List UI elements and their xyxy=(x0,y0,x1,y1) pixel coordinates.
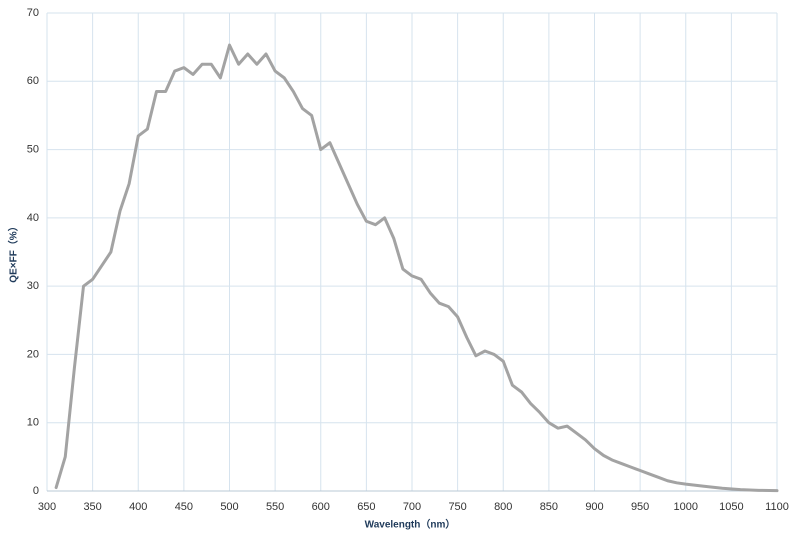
x-tick-label: 850 xyxy=(540,501,558,513)
y-tick-label: 60 xyxy=(27,75,39,87)
y-axis-title: QE×FF（%） xyxy=(7,221,20,282)
x-tick-label: 800 xyxy=(494,501,512,513)
x-tick-label: 450 xyxy=(175,501,193,513)
x-tick-label: 750 xyxy=(448,501,466,513)
x-tick-label: 1100 xyxy=(765,501,789,513)
x-tick-label: 300 xyxy=(38,501,56,513)
x-tick-label: 350 xyxy=(83,501,101,513)
y-tick-label: 70 xyxy=(27,7,39,19)
x-tick-label: 650 xyxy=(357,501,375,513)
x-tick-label: 1050 xyxy=(719,501,743,513)
x-tick-label: 1000 xyxy=(674,501,698,513)
y-tick-label: 30 xyxy=(27,280,39,292)
x-tick-label: 550 xyxy=(266,501,284,513)
x-axis-title: Wavelength（nm） xyxy=(365,518,456,531)
x-tick-label: 700 xyxy=(403,501,421,513)
y-tick-label: 0 xyxy=(33,485,39,497)
x-tick-label: 950 xyxy=(631,501,649,513)
data-line xyxy=(54,43,779,493)
y-tick-label: 40 xyxy=(27,212,39,224)
x-tick-label: 900 xyxy=(585,501,603,513)
y-tick-label: 20 xyxy=(27,348,39,360)
x-tick-label: 500 xyxy=(220,501,238,513)
x-tick-label: 400 xyxy=(129,501,147,513)
y-tick-label: 50 xyxy=(27,143,39,155)
y-tick-label: 10 xyxy=(27,417,39,429)
x-tick-label: 600 xyxy=(312,501,330,513)
